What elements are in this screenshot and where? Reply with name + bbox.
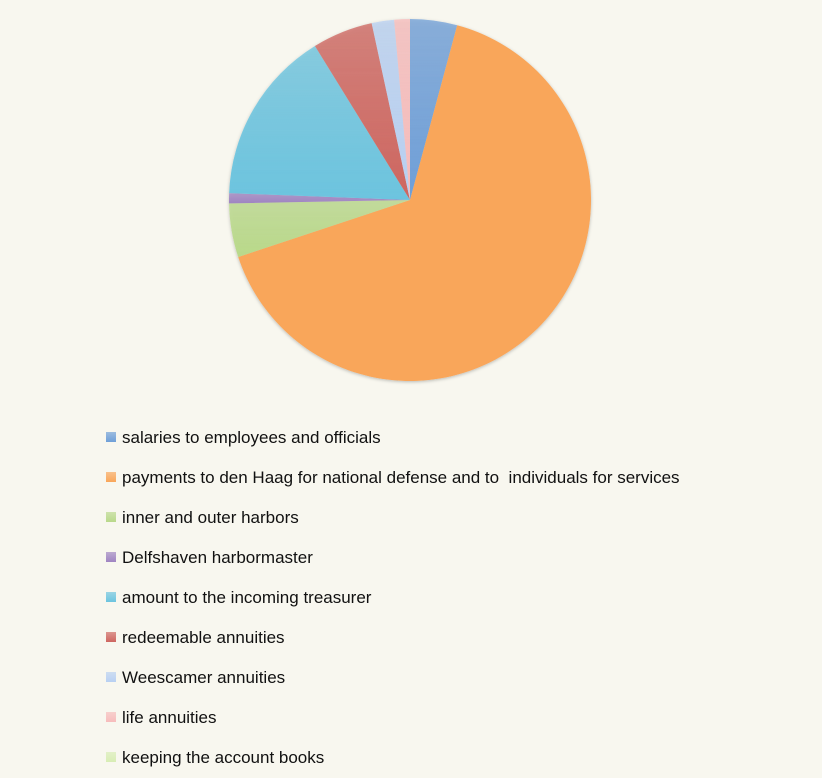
legend-swatch: [106, 592, 116, 602]
legend-swatch: [106, 672, 116, 682]
legend-item: life annuities: [106, 698, 680, 738]
legend-label: Delfshaven harbormaster: [122, 548, 313, 567]
legend-item: payments to den Haag for national defens…: [106, 458, 680, 498]
pie-slice-3: [229, 193, 410, 204]
pie-slice-7: [394, 19, 410, 200]
legend-swatch: [106, 712, 116, 722]
legend-label: life annuities: [122, 708, 217, 727]
pie-chart: [229, 19, 591, 382]
legend-swatch: [106, 632, 116, 642]
legend-item: amount to the incoming treasurer: [106, 578, 680, 618]
pie-slice-4: [229, 45, 410, 200]
pie-slice-2: [229, 200, 410, 258]
legend-label: redeemable annuities: [122, 628, 285, 647]
legend-label: Weescamer annuities: [122, 668, 286, 687]
pie-slice-1: [238, 25, 591, 382]
legend-item: salaries to employees and officials: [106, 418, 680, 458]
legend-swatch: [106, 512, 116, 522]
legend-label: inner and outer harbors: [122, 508, 299, 527]
legend-label: keeping the account books: [122, 748, 325, 767]
legend-item: Weescamer annuities: [106, 658, 680, 698]
pie-slice-0: [410, 19, 458, 200]
legend-label: salaries to employees and officials: [122, 428, 381, 447]
legend-item: inner and outer harbors: [106, 498, 680, 538]
legend-item: redeemable annuities: [106, 618, 680, 658]
legend-swatch: [106, 432, 116, 442]
legend-item: keeping the account books: [106, 738, 680, 778]
pie-slice-5: [314, 23, 410, 200]
pie-slice-6: [371, 19, 410, 201]
legend-item: Delfshaven harbormaster: [106, 538, 680, 578]
legend-label: amount to the incoming treasurer: [122, 588, 372, 607]
legend: salaries to employees and officials payme…: [106, 418, 680, 778]
legend-swatch: [106, 752, 116, 762]
legend-swatch: [106, 472, 116, 482]
legend-swatch: [106, 552, 116, 562]
legend-label: payments to den Haag for national defens…: [122, 468, 680, 487]
